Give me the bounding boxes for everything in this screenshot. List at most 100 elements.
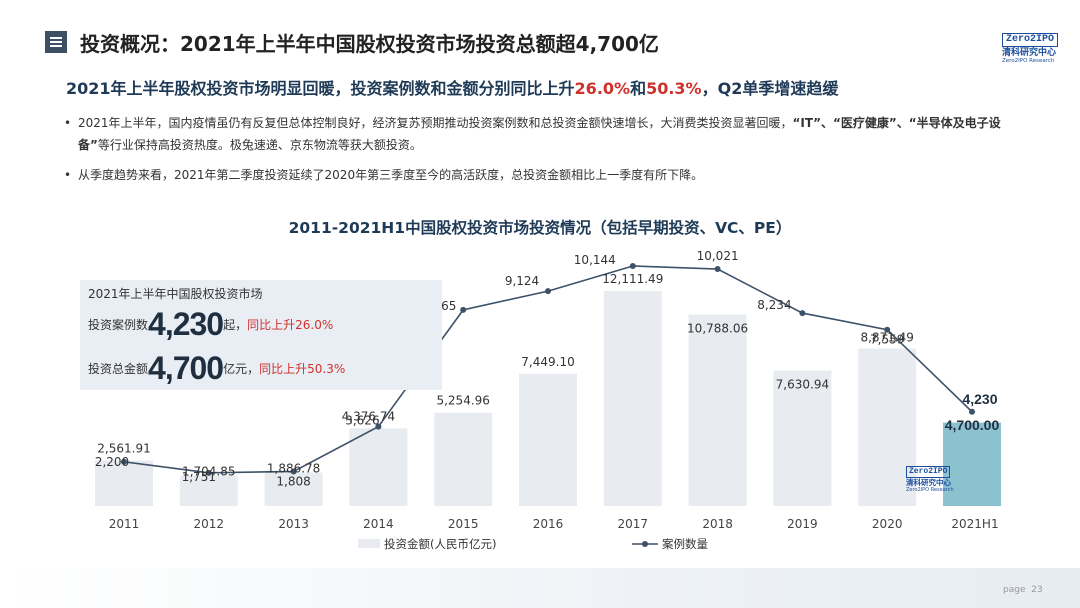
line-label-2020: 7,559 <box>870 333 904 347</box>
page-number-value: 23 <box>1031 585 1043 595</box>
x-tick-2011: 2011 <box>109 517 140 531</box>
menu-icon[interactable] <box>45 31 67 53</box>
zero2ipo-logo: Zero2IPO 清科研究中心 Zero2IPO Research <box>1002 26 1064 64</box>
summary-count-growth: 同比上升26.0% <box>247 318 334 332</box>
summary-count-line: 投资案例数4,230起，同比上升26.0% <box>88 306 333 343</box>
bar-2021H1 <box>943 422 1001 506</box>
summary-box <box>80 280 442 390</box>
line-label-2011: 2,200 <box>95 455 129 469</box>
bar-2016 <box>519 373 577 506</box>
x-tick-2014: 2014 <box>363 517 394 531</box>
bar-label-2016: 7,449.10 <box>521 355 574 369</box>
case-count-point-2011 <box>121 458 127 465</box>
case-count-point-2012 <box>205 469 212 476</box>
bullet-1-text-b: “IT”、“医疗健康”、“半导体及电子设备” <box>78 116 1001 152</box>
bar-2013 <box>264 472 323 506</box>
case-count-point-2016 <box>545 288 551 295</box>
watermark-logo-cn: 清科研究中心 <box>906 478 951 487</box>
x-tick-2012: 2012 <box>194 517 225 531</box>
footer-band <box>0 568 1080 608</box>
bar-label-2015: 5,254.96 <box>436 394 489 408</box>
bar-2012 <box>179 475 238 506</box>
page-label: page <box>1003 585 1026 595</box>
summary-amount-unit: 亿元， <box>223 362 260 376</box>
subtitle-part2: ，Q2单季增速趋缓 <box>701 79 839 98</box>
summary-amount-line: 投资总金额4,700亿元，同比上升50.3% <box>88 350 345 387</box>
title-bar <box>0 0 1080 60</box>
bar-2014 <box>349 428 408 506</box>
chart: 2,561.91 1,704.85 1,886.78 4,376.74 5,254.96… <box>95 250 1001 551</box>
line-label-2017: 10,144 <box>574 253 616 267</box>
line-label-2018: 10,021 <box>697 250 739 263</box>
legend-line-marker <box>642 541 648 547</box>
bar-label-2021H1: 4,700.00 <box>945 417 1000 433</box>
bullet-1: • 2021年上半年，国内疫情虽仍有反复但总体控制良好，经济复苏预期推动投资案例… <box>64 112 1004 156</box>
x-tick-2016: 2016 <box>533 517 564 531</box>
watermark-logo-mark: Zero2IPO <box>906 466 951 478</box>
bar-2019 <box>773 370 832 506</box>
line-label-2013: 1,808 <box>276 474 310 488</box>
bullet-dot: • <box>64 116 72 130</box>
bar-label-2018: 10,788.06 <box>687 321 748 335</box>
line-label-2016: 9,124 <box>505 274 539 288</box>
case-count-point-2021H1 <box>969 408 975 415</box>
case-count-point-2017 <box>629 263 636 269</box>
case-count-point-2019 <box>799 310 806 317</box>
logo-en: Zero2IPO Research <box>1002 58 1055 64</box>
subtitle-growth-count: 26.0% <box>574 79 631 98</box>
summary-amount-label: 投资总金额 <box>88 362 149 376</box>
x-tick-2017: 2017 <box>618 517 649 531</box>
bar-2018 <box>688 314 747 506</box>
summary-title: 2021年上半年中国股权投资市场 <box>88 287 263 301</box>
summary-count-value: 4,230 <box>148 306 224 342</box>
bar-2017 <box>603 291 662 506</box>
bar-label-2017: 12,111.49 <box>602 272 663 286</box>
watermark-logo: Zero2IPO 清科研究中心 Zero2IPO Research <box>906 458 964 493</box>
case-count-point-2020 <box>884 326 891 333</box>
x-tick-2019: 2019 <box>787 517 818 531</box>
subtitle-mid: 和 <box>630 79 647 98</box>
line-label-2012: 1,751 <box>182 470 216 484</box>
legend-bar-swatch <box>358 539 380 548</box>
bar-2011 <box>95 460 153 506</box>
page-number: page 23 <box>1003 585 1043 595</box>
x-tick-2020: 2020 <box>872 517 903 531</box>
case-count-point-2015 <box>460 306 467 313</box>
x-tick-2015: 2015 <box>448 517 479 531</box>
summary-amount-growth: 同比上升50.3% <box>259 362 346 376</box>
bar-label-2014: 4,376.74 <box>342 409 395 423</box>
x-tick-2013: 2013 <box>278 517 309 531</box>
chart-title: 2011-2021H1中国股权投资市场投资情况（包括早期投资、VC、PE） <box>288 219 792 237</box>
bullet-1-text-a: 2021年上半年，国内疫情虽仍有反复但总体控制良好，经济复苏预期推动投资案例数和… <box>78 116 793 130</box>
logo-mark: Zero2IPO <box>1002 33 1059 47</box>
x-tick-2018: 2018 <box>702 517 733 531</box>
line-label-2021H1: 4,230 <box>962 391 997 407</box>
bullet-dot: • <box>64 168 72 182</box>
line-label-2014: 3,626 <box>345 414 379 428</box>
bar-label-2012: 1,704.85 <box>182 465 235 479</box>
bar-label-2013: 1,886.78 <box>267 462 320 476</box>
bullet-2-text: 从季度趋势来看，2021年第二季度投资延续了2020年第三季度至今的高活跃度，总… <box>78 168 704 182</box>
bar-label-2019: 7,630.94 <box>776 378 829 392</box>
x-tick-2021H1: 2021H1 <box>951 517 998 531</box>
case-count-point-2014 <box>375 423 382 430</box>
line-label-2019: 8,234 <box>757 298 791 312</box>
page-title: 投资概况：2021年上半年中国股权投资市场投资总额超4,700亿 <box>80 32 659 56</box>
legend-bar-label: 投资金额(人民币亿元) <box>384 537 496 551</box>
bar-label-2011: 2,561.91 <box>97 442 150 456</box>
bar-label-2020: 8,871.49 <box>860 331 913 345</box>
subtitle-growth-amount: 50.3% <box>646 79 702 98</box>
subtitle: 2021年上半年股权投资市场明显回暖，投资案例数和金额分别同比上升26.0%和5… <box>66 75 838 99</box>
watermark-logo-en: Zero2IPO Research <box>906 487 954 493</box>
bar-2020 <box>858 348 917 506</box>
bullet-2: • 从季度趋势来看，2021年第二季度投资延续了2020年第三季度至今的高活跃度… <box>64 164 1004 186</box>
subtitle-part1: 2021年上半年股权投资市场明显回暖，投资案例数和金额分别同比上升 <box>66 79 575 98</box>
bar-2015 <box>434 412 493 506</box>
logo-cn: 清科研究中心 <box>1002 48 1057 58</box>
case-count-point-2013 <box>290 468 297 475</box>
case-count-point-2018 <box>714 266 721 273</box>
bullet-1-text-c: 等行业保持高投资热度。极兔速递、京东物流等获大额投资。 <box>97 138 422 152</box>
summary-count-label: 投资案例数 <box>88 318 149 332</box>
legend-line-label: 案例数量 <box>662 537 708 551</box>
summary-count-unit: 起， <box>223 318 248 332</box>
